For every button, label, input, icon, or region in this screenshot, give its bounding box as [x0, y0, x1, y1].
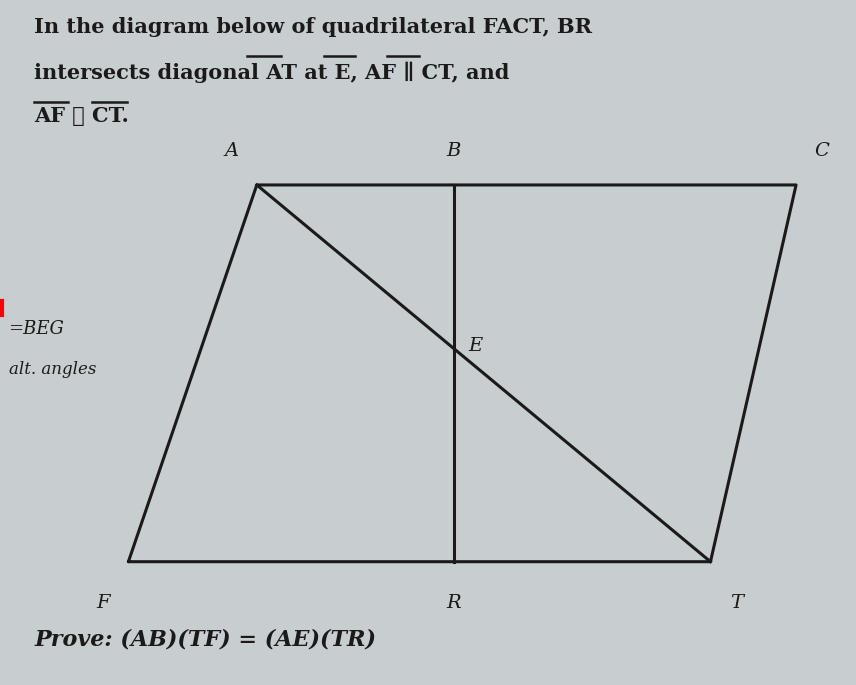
Text: A: A: [224, 142, 238, 160]
Text: AF ≅ CT.: AF ≅ CT.: [34, 106, 129, 126]
Text: E: E: [468, 337, 482, 355]
Text: R: R: [446, 594, 461, 612]
Text: intersects diagonal AT at E, AF ∥ CT, and: intersects diagonal AT at E, AF ∥ CT, an…: [34, 62, 509, 83]
Text: B: B: [447, 142, 461, 160]
Text: F: F: [96, 594, 110, 612]
Text: Prove: (AB)(TF) = (AE)(TR): Prove: (AB)(TF) = (AE)(TR): [34, 629, 377, 651]
Text: T: T: [729, 594, 743, 612]
Text: C: C: [814, 142, 829, 160]
Text: =BEG: =BEG: [9, 320, 64, 338]
Text: alt. angles: alt. angles: [9, 362, 96, 378]
Text: In the diagram below of quadrilateral FACT, BR: In the diagram below of quadrilateral FA…: [34, 17, 592, 37]
